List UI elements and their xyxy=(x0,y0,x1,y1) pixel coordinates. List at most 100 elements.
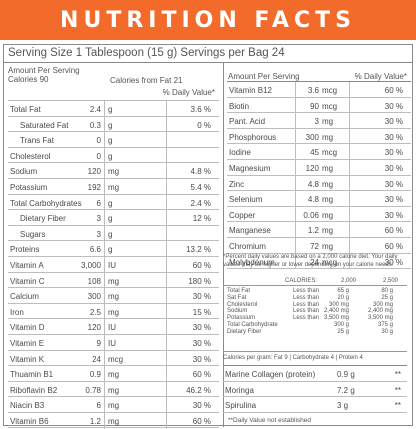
nutrient-amount: 4.8 xyxy=(307,195,319,205)
nutrient-row: Sodium 120 mg 4.8 % xyxy=(8,163,219,179)
nutrient-row: Vitamin C 108 mg 180 % xyxy=(8,272,219,289)
botanical-row: Spirulina 3 g ** xyxy=(223,397,407,413)
nutrient-row: Iron 2.5 mg 15 % xyxy=(8,303,219,320)
reference-2500-value: 300 mg xyxy=(372,301,393,308)
nutrient-unit: mg xyxy=(322,179,334,189)
nutrient-name: Riboflavin B2 xyxy=(10,385,58,395)
botanical-amount: 3 g xyxy=(337,401,349,411)
nutrient-amount: 24 xyxy=(310,257,319,267)
nutrient-row: Phosphorous 300 mg 30 % xyxy=(227,128,411,145)
nutrient-unit: mcg xyxy=(322,101,338,111)
nutrient-amount: 0.3 xyxy=(89,120,101,130)
nutrient-amount: 3 xyxy=(96,214,101,224)
daily-value-heading: % Daily Value* xyxy=(8,88,219,101)
reference-condition: Less than xyxy=(293,315,320,322)
header-title: NUTRITION FACTS xyxy=(60,8,356,33)
serving-size-text: Serving Size 1 Tablespoon (15 g) Serving… xyxy=(8,47,285,59)
nutrient-daily-value: 60 % xyxy=(384,226,403,236)
nutrient-row: Copper 0.06 mg 30 % xyxy=(227,206,411,223)
reference-condition: Less than xyxy=(293,301,320,308)
nutrient-name: Vitamin E xyxy=(10,338,45,348)
reference-2000-value: 300 g xyxy=(333,321,349,328)
nutrient-unit: mg xyxy=(108,276,120,286)
nutrient-unit: mcg xyxy=(322,257,338,267)
nutrient-unit: mg xyxy=(322,241,334,251)
calories-2500: 2,500 xyxy=(383,278,399,284)
nutrient-row: Biotin 90 mcg 30 % xyxy=(227,97,411,114)
reference-2000-value: 2,400 mg xyxy=(323,308,349,315)
nutrient-daily-value: 30 % xyxy=(384,117,403,127)
nutrient-row: Vitamin B12 3.6 mcg 60 % xyxy=(227,82,411,98)
botanicals-table: Marine Collagen (protein) 0.9 g ** Moringa 7… xyxy=(223,365,407,413)
nutrient-row: Thuamin B1 0.9 mg 60 % xyxy=(8,366,219,382)
nutrient-name: Vitamin C xyxy=(10,276,45,286)
nutrient-unit: g xyxy=(108,151,113,161)
daily-value-footnote: *Percent daily values are based on a 2,0… xyxy=(223,254,398,268)
nutrient-name: Iron xyxy=(10,307,24,317)
nutrient-amount: 300 xyxy=(305,132,319,142)
right-daily-value-label: % Daily Value* xyxy=(354,72,407,81)
nutrient-name: Magnesium xyxy=(229,163,271,173)
calories-label: Calories 90 xyxy=(8,75,49,84)
not-established-note: **Daily Value not established xyxy=(228,417,311,424)
nutrient-row: Total Fat 2.4 g 3.6 % xyxy=(8,101,219,117)
nutrient-daily-value: 60 % xyxy=(192,260,211,270)
nutrient-daily-value: 4.8 % xyxy=(190,167,211,177)
nutrient-daily-value: 30 % xyxy=(384,179,403,189)
nutrient-amount: 192 xyxy=(87,182,101,192)
nutrient-row: Magnesium 120 mg 30 % xyxy=(227,159,411,176)
right-nutrient-table: Amount Per Serving % Daily Value* Vitami… xyxy=(227,71,411,270)
reference-row: Total Carbohydrate 300 g 375 g xyxy=(223,322,407,329)
nutrient-unit: mg xyxy=(322,195,334,205)
calories-header: CALORIES: xyxy=(285,278,318,284)
nutrient-row: Sugars 3 g xyxy=(8,225,219,242)
nutrient-name: Vitamin A xyxy=(10,260,44,270)
calories-per-gram-note: Calories per gram: Fat 9 | Carbohydrate … xyxy=(223,351,407,361)
nutrient-daily-value: 30 % xyxy=(384,101,403,111)
nutrient-row: Manganese 1.2 mg 60 % xyxy=(227,222,411,238)
nutrient-name: Chromium xyxy=(229,241,266,251)
reference-2000-value: 65 g xyxy=(337,288,349,294)
nutrient-name: Calcium xyxy=(10,292,39,302)
nutrient-unit: g xyxy=(108,120,113,130)
nutrient-amount: 0.78 xyxy=(85,385,101,395)
nutrient-row: Iodine 45 mcg 30 % xyxy=(227,144,411,160)
nutrient-daily-value: 60 % xyxy=(192,370,211,380)
nutrient-unit: mcg xyxy=(322,148,338,158)
nutrient-amount: 6 xyxy=(96,198,101,208)
reference-2500-value: 375 g xyxy=(377,321,393,328)
nutrient-name: Niacin B3 xyxy=(10,401,45,411)
nutrient-unit: mg xyxy=(108,167,120,177)
nutrient-amount: 3,000 xyxy=(80,260,101,270)
nutrient-row: Proteins 6.6 g 13.2 % xyxy=(8,241,219,257)
nutrient-row: Trans Fat 0 g xyxy=(8,132,219,148)
nutrient-unit: mg xyxy=(322,163,334,173)
reference-2500-value: 2,400 mg xyxy=(367,308,393,315)
reference-2500-value: 30 g xyxy=(381,328,393,335)
reference-nutrient: Total Carbohydrate xyxy=(227,321,278,328)
nutrient-daily-value: 30 % xyxy=(384,163,403,173)
nutrient-row: Total Carbohydrates 6 g 2.4 % xyxy=(8,194,219,211)
nutrient-daily-value: 3.6 % xyxy=(190,105,211,114)
nutrient-row: Vitamin B6 1.2 mg 60 % xyxy=(8,412,219,429)
nutrient-unit: g xyxy=(108,214,113,224)
column-divider xyxy=(223,62,224,427)
nutrient-daily-value: 12 % xyxy=(192,214,211,224)
reference-2000-value: 3,500 mg xyxy=(323,315,349,322)
nutrient-amount: 90 xyxy=(310,101,319,111)
nutrient-row: Vitamin K 24 mcg 30 % xyxy=(8,350,219,367)
nutrient-daily-value: 5.4 % xyxy=(190,182,211,192)
nutrient-amount: 45 xyxy=(310,148,319,158)
nutrient-amount: 4.8 xyxy=(307,179,319,189)
nutrient-unit: g xyxy=(108,245,113,255)
nutrient-name: Total Carbohydrates xyxy=(10,198,82,208)
nutrient-name: Dietary Fiber xyxy=(20,214,66,224)
nutrient-unit: mg xyxy=(108,307,120,317)
nutrient-name: Total Fat xyxy=(10,105,41,114)
nutrient-name: Molybdenum xyxy=(229,257,275,267)
botanical-amount: 7.2 g xyxy=(337,385,355,395)
nutrient-name: Biotin xyxy=(229,101,250,111)
nutrient-name: Phosphorous xyxy=(229,132,277,142)
nutrient-amount: 3.6 xyxy=(307,86,319,95)
nutrient-unit: mcg xyxy=(322,86,338,95)
